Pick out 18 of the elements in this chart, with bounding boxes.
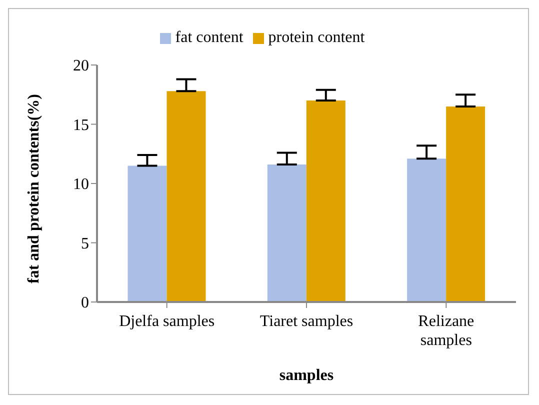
x-tick-label: Tiaret samples <box>260 313 354 330</box>
x-axis-title: samples <box>279 367 334 384</box>
x-tick-label: Djelfa samples <box>119 313 215 330</box>
y-tick-label: 10 <box>73 176 89 194</box>
bar <box>267 164 306 302</box>
bar <box>306 100 346 302</box>
x-tick-label: Relizane samples <box>418 313 474 349</box>
legend-label: protein content <box>268 29 365 46</box>
y-tick-label: 5 <box>81 235 89 252</box>
legend-label: fat content <box>175 29 244 46</box>
y-tick-label: 15 <box>73 116 89 134</box>
y-axis-title: fat and protein contents(%) <box>26 94 43 284</box>
bar <box>166 91 206 302</box>
bar <box>446 106 486 302</box>
y-tick-label: 20 <box>73 58 89 75</box>
bar <box>407 158 446 302</box>
y-tick-label: 0 <box>81 294 89 312</box>
bar <box>128 166 167 302</box>
